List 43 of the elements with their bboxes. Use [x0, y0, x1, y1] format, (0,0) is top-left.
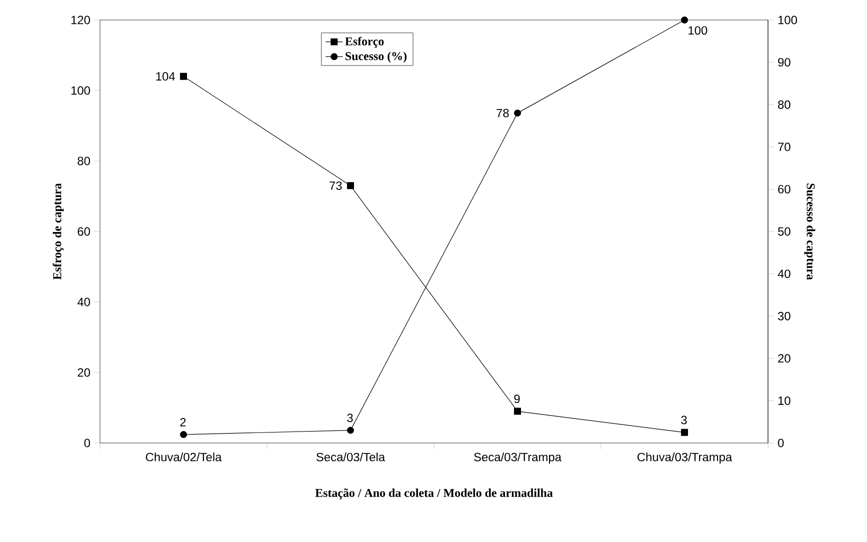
y2-tick-label: 50: [778, 227, 790, 236]
data-label: 78: [496, 108, 509, 118]
y-tick-label: 120: [71, 16, 90, 24]
y2-tick-label: 40: [778, 270, 790, 278]
y2-tick-label: 100: [778, 16, 798, 24]
point: [180, 72, 187, 80]
data-label: 3: [681, 416, 687, 424]
point: [681, 16, 688, 24]
point: [347, 426, 354, 434]
y2-tick-label: 70: [778, 142, 790, 152]
y-tick-label: 100: [71, 86, 90, 95]
data-label: 9: [514, 394, 520, 404]
y-tick-label: 0: [84, 438, 90, 448]
y-tick-label: 20: [78, 368, 90, 377]
x-tick-label: Chuva/02/Tela: [146, 452, 222, 462]
y-tick-label: 80: [78, 156, 90, 166]
y2-tick-label: 80: [778, 100, 790, 109]
y2-tick-label: 10: [778, 396, 790, 405]
y2-tick-label: 0: [778, 438, 784, 448]
data-label: 2: [180, 418, 186, 426]
x-tick-label: Seca/03/Tela: [316, 452, 386, 462]
y-tick-label: 60: [78, 227, 90, 236]
y2-tick-label: 90: [778, 58, 790, 67]
legend-label: Sucesso (%): [346, 52, 407, 63]
data-label: 100: [688, 26, 708, 35]
y-axis-title: Esfroço de captura: [52, 183, 64, 280]
y2-tick-label: 30: [778, 312, 790, 320]
x-tick-label: Chuva/03/Trampa: [637, 452, 732, 464]
legend-label: Esforço: [345, 36, 384, 48]
point: [681, 428, 688, 436]
point: [180, 431, 187, 438]
point: [514, 408, 521, 415]
point: [347, 182, 354, 190]
y2-axis-title: Sucesso de captura: [804, 184, 816, 280]
y-tick-label: 40: [77, 298, 90, 306]
y2-tick-label: 20: [778, 354, 790, 363]
x-axis-title: Estação / Ano da coleta / Modelo de armadilha: [315, 488, 553, 500]
data-label: 104: [156, 72, 175, 81]
data-label: 3: [347, 414, 353, 422]
x-tick-label: Seca/03/Trampa: [474, 452, 562, 464]
data-label: 73: [330, 181, 342, 190]
point: [514, 110, 521, 117]
y2-tick-label: 60: [778, 184, 790, 194]
